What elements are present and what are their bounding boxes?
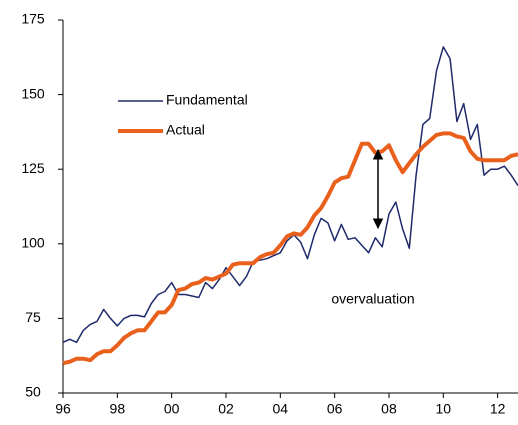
annotation: overvaluation bbox=[331, 291, 414, 307]
y-tick-label: 150 bbox=[21, 85, 45, 101]
x-tick-label: 96 bbox=[55, 401, 71, 417]
y-tick-label: 50 bbox=[25, 384, 41, 400]
series-line bbox=[62, 131, 518, 366]
y-tick-label: 175 bbox=[21, 11, 45, 27]
y-tick-label: 100 bbox=[21, 235, 45, 251]
x-tick-label: 02 bbox=[218, 401, 234, 417]
legend-label: Fundamental bbox=[166, 92, 248, 108]
x-tick-label: 98 bbox=[110, 401, 126, 417]
legend-label: Actual bbox=[166, 122, 205, 138]
x-tick-label: 10 bbox=[436, 401, 452, 417]
x-tick-label: 04 bbox=[273, 401, 289, 417]
x-tick-label: 08 bbox=[381, 401, 397, 417]
x-tick-label: 06 bbox=[327, 401, 343, 417]
series-line bbox=[62, 46, 518, 344]
y-tick-label: 125 bbox=[21, 160, 45, 176]
y-tick-label: 75 bbox=[25, 309, 41, 325]
x-tick-label: 12 bbox=[490, 401, 506, 417]
x-tick-label: 00 bbox=[164, 401, 180, 417]
